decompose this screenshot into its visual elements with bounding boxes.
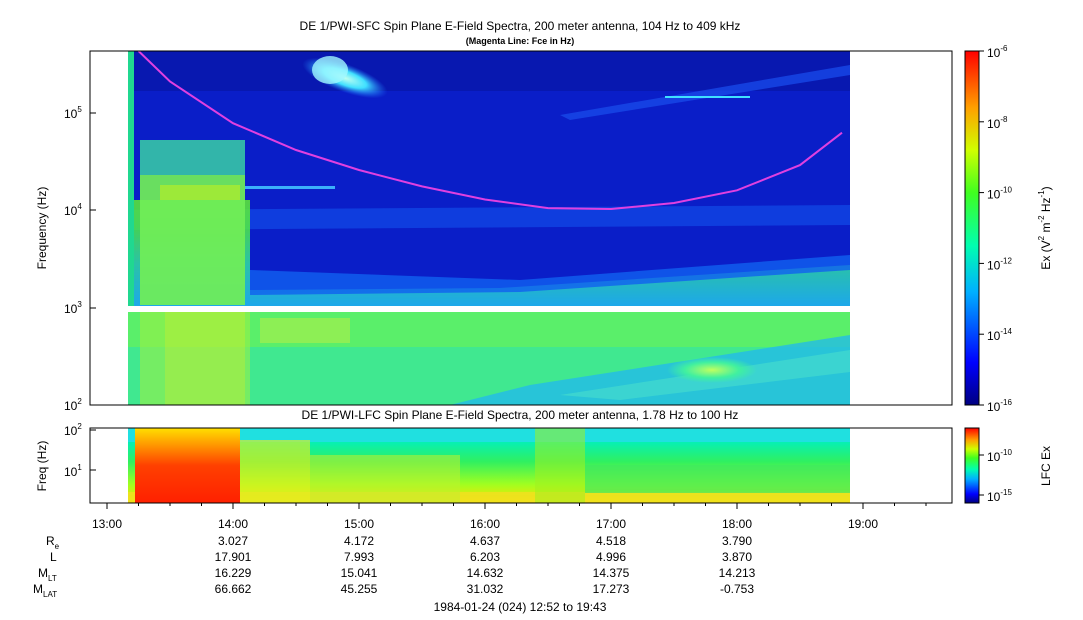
ephem-value-mlat: 31.032 xyxy=(467,582,504,596)
ephem-value-mlt: 14.375 xyxy=(593,566,630,580)
ephem-label-l: L xyxy=(50,550,57,564)
sfc-cb-tick-label: 10-14 xyxy=(987,327,1012,343)
sfc-cb-tick-label: 10-16 xyxy=(987,398,1012,414)
ephem-value-mlat: 17.273 xyxy=(593,582,630,596)
ephemeris-table: Re L MLT MLAT 3.027 4.172 4.637 4.518 3.790 1… xyxy=(33,534,756,599)
sfc-colorbar-label: Ex (V2 m-2 Hz-1) xyxy=(1037,186,1053,269)
fce-line xyxy=(137,51,843,211)
sfc-cb-tick-label: 10-8 xyxy=(987,115,1008,131)
ephem-value-re: 4.518 xyxy=(596,534,626,548)
time-tick-label: 15:00 xyxy=(344,517,374,531)
lfc-cb-tick-1: 10-15 xyxy=(987,488,1012,504)
ephem-label-re: Re xyxy=(46,534,60,551)
time-tick-label: 16:00 xyxy=(470,517,500,531)
lfc-title: DE 1/PWI-LFC Spin Plane E-Field Spectra,… xyxy=(302,408,739,422)
ephem-value-re: 3.790 xyxy=(722,534,752,548)
sfc-spectrogram xyxy=(90,51,952,405)
sfc-tick-1e2: 102 xyxy=(64,397,82,413)
sfc-tick-1e4: 104 xyxy=(64,202,82,218)
lfc-spectrogram xyxy=(90,428,952,503)
ephem-value-l: 4.996 xyxy=(596,550,626,564)
sfc-subtitle: (Magenta Line: Fce in Hz) xyxy=(466,36,575,46)
ephem-value-l: 7.993 xyxy=(344,550,374,564)
ephem-value-mlat: 66.662 xyxy=(215,582,252,596)
lfc-colorbar: 10-10 10-15 LFC Ex xyxy=(964,427,1053,504)
ephem-value-mlt: 14.632 xyxy=(467,566,504,580)
ephem-value-mlt: 15.041 xyxy=(341,566,378,580)
sfc-ylabel: Frequency (Hz) xyxy=(35,187,49,270)
ephem-value-l: 3.870 xyxy=(722,550,752,564)
lfc-colorbar-label: LFC Ex xyxy=(1039,446,1053,486)
ephem-value-re: 3.027 xyxy=(218,534,248,548)
ephem-value-l: 17.901 xyxy=(215,550,252,564)
ephem-value-re: 4.172 xyxy=(344,534,374,548)
ephem-value-mlat: -0.753 xyxy=(720,582,754,596)
footer-date-range: 1984-01-24 (024) 12:52 to 19:43 xyxy=(434,600,607,614)
ephem-value-mlat: 45.255 xyxy=(341,582,378,596)
lfc-ylabel: Freq (Hz) xyxy=(35,441,49,492)
lfc-tick-1e2: 102 xyxy=(64,422,82,438)
ephem-label-mlt: MLT xyxy=(38,566,57,583)
sfc-cb-tick-label: 10-6 xyxy=(987,44,1008,60)
time-axis: 13:00 14:00 15:00 16:00 17:00 18:00 19:00 xyxy=(92,503,927,531)
time-tick-label: 14:00 xyxy=(218,517,248,531)
sfc-tick-1e3: 103 xyxy=(64,300,82,316)
lfc-y-axis: 102 101 Freq (Hz) xyxy=(35,422,96,491)
time-tick-label: 17:00 xyxy=(596,517,626,531)
ephem-value-mlt: 16.229 xyxy=(215,566,252,580)
sfc-cb-tick-label: 10-10 xyxy=(987,186,1012,202)
ephem-value-mlt: 14.213 xyxy=(719,566,756,580)
sfc-tick-1e5: 105 xyxy=(64,105,82,121)
sfc-cb-tick-label: 10-12 xyxy=(987,256,1012,272)
ephem-value-l: 6.203 xyxy=(470,550,500,564)
sfc-colorbar: 10-6 10-8 10-10 10-12 10-14 10-16 Ex (V2 m-2 … xyxy=(964,44,1053,414)
ephem-label-mlat: MLAT xyxy=(33,582,57,599)
lfc-cb-tick-0: 10-10 xyxy=(987,448,1012,464)
sfc-title: DE 1/PWI-SFC Spin Plane E-Field Spectra,… xyxy=(300,19,741,33)
time-tick-label: 13:00 xyxy=(92,517,122,531)
time-tick-label: 19:00 xyxy=(848,517,878,531)
ephem-value-re: 4.637 xyxy=(470,534,500,548)
sfc-y-axis: 105 104 103 102 Frequency (Hz) xyxy=(35,105,96,413)
lfc-tick-1e1: 101 xyxy=(64,463,82,479)
time-tick-label: 18:00 xyxy=(722,517,752,531)
